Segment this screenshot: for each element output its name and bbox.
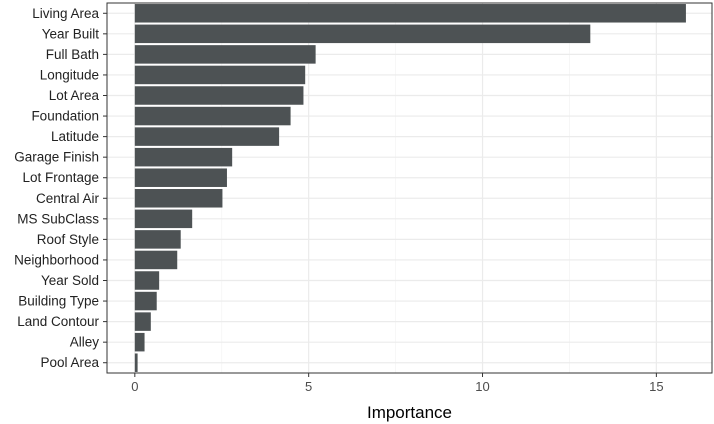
category-label: Alley xyxy=(70,335,100,350)
panel-border xyxy=(106,2,713,374)
x-tick-label: 0 xyxy=(131,379,138,394)
bar xyxy=(134,65,306,85)
x-tick-label: 10 xyxy=(475,379,489,394)
category-label: Building Type xyxy=(18,294,99,309)
category-label: Lot Frontage xyxy=(22,170,99,185)
bar xyxy=(134,45,316,64)
bar xyxy=(134,209,193,229)
category-label: Pool Area xyxy=(40,355,99,370)
x-tick-label: 5 xyxy=(305,379,312,394)
bar xyxy=(134,353,138,372)
category-label: MS SubClass xyxy=(17,211,99,226)
bar xyxy=(134,189,223,208)
category-label: Year Sold xyxy=(41,273,99,288)
category-label: Living Area xyxy=(32,6,99,21)
category-label: Lot Area xyxy=(49,88,100,103)
bar xyxy=(134,332,145,352)
grid-lines xyxy=(107,3,712,373)
bar xyxy=(134,250,178,270)
bar xyxy=(134,271,160,290)
axis-ticks: 0 5 10 15 xyxy=(131,373,664,394)
bar xyxy=(134,127,280,146)
bar xyxy=(134,4,686,23)
bar xyxy=(134,86,304,105)
category-label: Latitude xyxy=(51,129,99,144)
category-label: Central Air xyxy=(36,191,100,206)
bar xyxy=(134,230,181,249)
plot-panel xyxy=(107,3,712,373)
bar xyxy=(134,147,233,167)
category-label: Full Bath xyxy=(46,47,99,62)
bar xyxy=(134,106,291,126)
category-label: Year Built xyxy=(42,26,100,41)
x-axis-title: Importance xyxy=(367,403,452,422)
bar xyxy=(134,291,157,311)
category-label: Roof Style xyxy=(37,232,99,247)
bar xyxy=(134,312,151,331)
category-label: Neighborhood xyxy=(14,252,99,267)
category-label: Garage Finish xyxy=(14,150,99,165)
bar xyxy=(134,24,591,44)
bar xyxy=(134,168,227,187)
category-label: Longitude xyxy=(40,67,99,82)
category-label: Foundation xyxy=(31,109,99,124)
bars xyxy=(134,4,686,372)
category-label: Land Contour xyxy=(17,314,99,329)
x-tick-label: 15 xyxy=(649,379,663,394)
category-labels: Living Area Year Built Full Bath Longitude L… xyxy=(14,6,107,370)
